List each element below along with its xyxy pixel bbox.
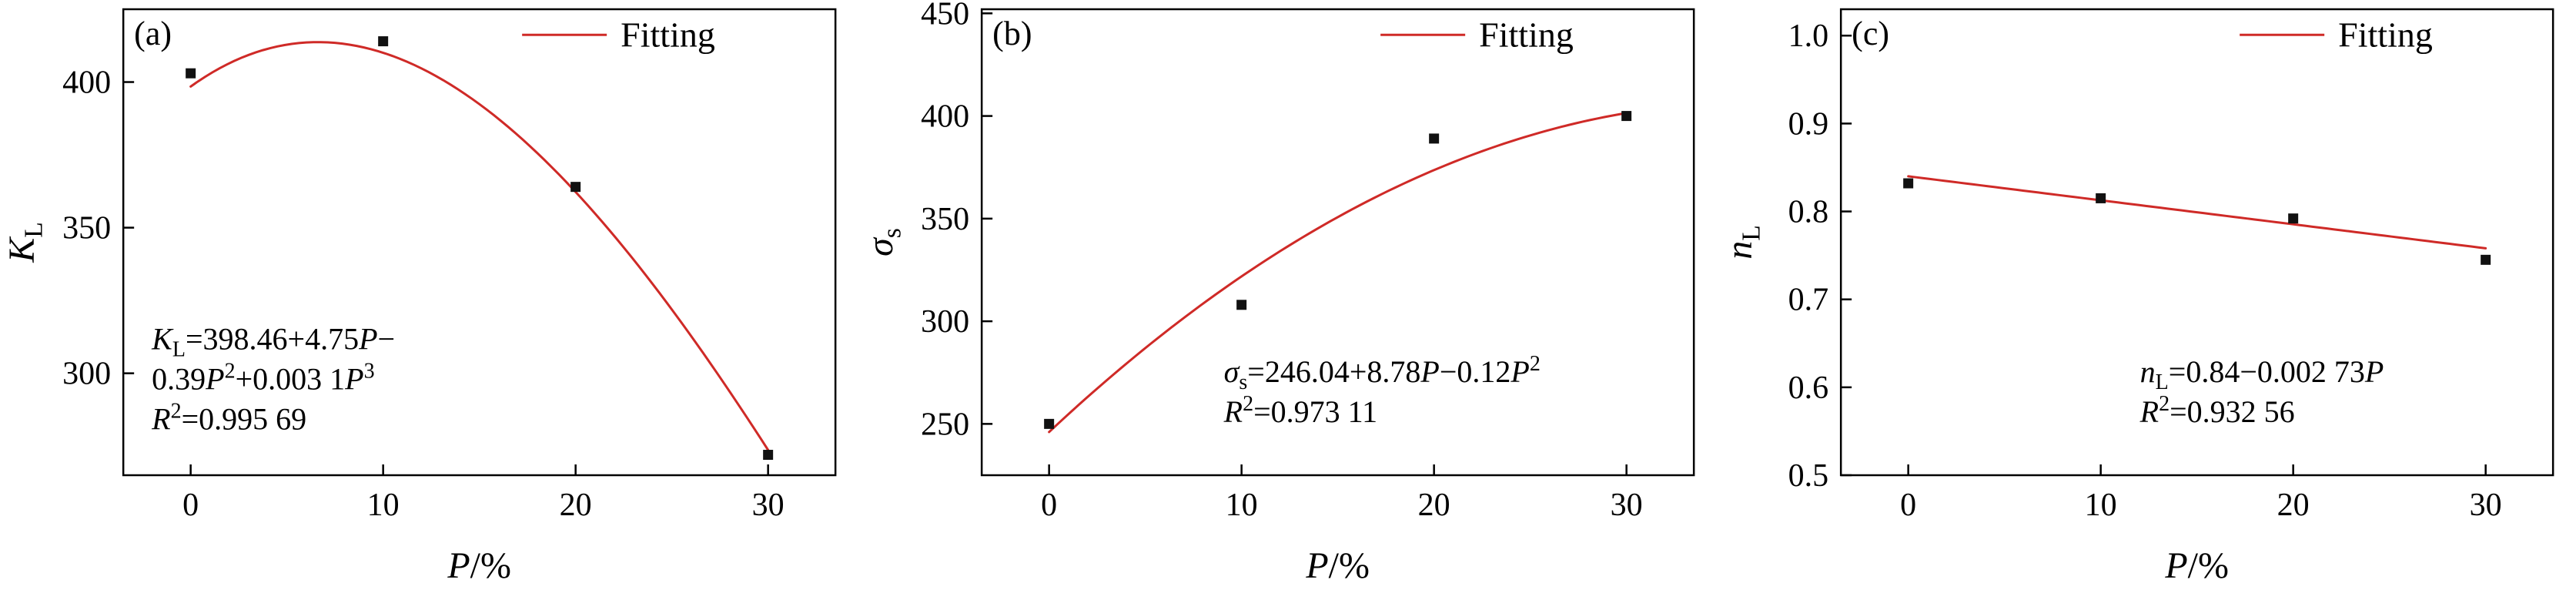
y-tick-label: 0.9 — [1788, 106, 1828, 142]
data-point-marker — [378, 36, 389, 47]
data-point-marker — [1044, 418, 1055, 429]
y-axis-label: nL — [1719, 225, 1766, 260]
y-tick-label: 0.5 — [1788, 458, 1828, 494]
chart-c-svg: 0 10 20 30 0.5 0.6 0.7 0.8 0.9 1.0 Fitting (c) nL=0.… — [1719, 8, 2554, 586]
legend-label: Fitting — [2338, 15, 2433, 54]
y-tick-label: 400 — [62, 65, 111, 101]
axes-frame — [981, 8, 1695, 477]
panel-label: (c) — [1852, 15, 1889, 52]
data-point-marker — [2095, 193, 2106, 203]
y-tick-label: 0.8 — [1788, 195, 1828, 230]
data-point-marker — [1429, 133, 1440, 144]
data-point-marker — [1621, 111, 1632, 122]
x-tick-label: 20 — [560, 488, 592, 523]
x-tick-label: 0 — [1900, 488, 1916, 523]
x-axis-label: P/% — [447, 545, 511, 586]
equation-annotation-line: nL=0.84−0.002 73P — [2139, 354, 2384, 394]
panel-label: (b) — [992, 15, 1032, 52]
data-point-marker — [763, 450, 774, 461]
chart-panel-c: 0 10 20 30 0.5 0.6 0.7 0.8 0.9 1.0 Fitting (c) nL=0.… — [1718, 0, 2576, 610]
fit-curve — [1048, 112, 1628, 434]
data-point-marker — [2480, 254, 2491, 265]
fit-curve — [189, 41, 770, 451]
x-tick-label: 30 — [752, 488, 785, 523]
x-axis-label: P/% — [1306, 545, 1370, 586]
x-tick-label: 0 — [182, 488, 199, 523]
equation-annotation-line: R2=0.995 69 — [151, 399, 306, 436]
data-point-marker — [570, 182, 581, 193]
y-tick-label: 350 — [62, 211, 111, 246]
x-axis-label: P/% — [2164, 545, 2229, 586]
x-tick-label: 20 — [1418, 488, 1450, 523]
chart-panel-b: 0 10 20 30 250 300 350 400 450 Fitting (b) σs=246.0… — [858, 0, 1717, 610]
axes-frame — [1839, 8, 2554, 477]
equation-annotation-line: σs=246.04+8.78P−0.12P2 — [1224, 352, 1541, 394]
y-tick-label: 0.6 — [1788, 370, 1828, 406]
y-tick-label: 350 — [921, 202, 969, 237]
y-tick-label: 450 — [921, 0, 969, 32]
y-axis-label: σs — [860, 228, 907, 256]
x-tick-label: 10 — [367, 488, 400, 523]
legend-label: Fitting — [621, 15, 715, 54]
data-point-marker — [2287, 213, 2298, 224]
data-point-marker — [1902, 178, 1913, 189]
panel-label: (a) — [134, 15, 172, 52]
fit-curve — [1906, 175, 2487, 250]
y-tick-label: 400 — [921, 99, 969, 135]
y-tick-label: 0.7 — [1788, 283, 1828, 318]
chart-panel-a: 0 10 20 30 300 350 400 Fitting (a) KL=398.46+4.75… — [0, 0, 858, 610]
x-tick-label: 0 — [1041, 488, 1057, 523]
y-tick-label: 300 — [62, 357, 111, 392]
y-tick-label: 1.0 — [1788, 18, 1828, 54]
x-tick-label: 10 — [1226, 488, 1258, 523]
axes-frame — [122, 8, 837, 477]
y-axis-label: KL — [2, 222, 49, 263]
equation-annotation-line: 0.39P2+0.003 1P3 — [152, 359, 374, 396]
chart-b-svg: 0 10 20 30 250 300 350 400 450 Fitting (b) σs=246.0… — [860, 0, 1695, 586]
y-tick-label: 300 — [921, 304, 969, 340]
x-tick-label: 30 — [1611, 488, 1643, 523]
equation-annotation-line: R2=0.932 56 — [2139, 392, 2294, 429]
x-tick-label: 20 — [2277, 488, 2309, 523]
equation-annotation-line: KL=398.46+4.75P− — [151, 322, 395, 362]
x-tick-label: 10 — [2084, 488, 2116, 523]
data-point-marker — [1236, 300, 1247, 310]
chart-a-svg: 0 10 20 30 300 350 400 Fitting (a) KL=398.46+4.75… — [2, 8, 837, 586]
x-tick-label: 30 — [2469, 488, 2501, 523]
equation-annotation-line: R2=0.973 11 — [1223, 392, 1378, 429]
data-point-marker — [186, 68, 196, 79]
y-tick-label: 250 — [921, 407, 969, 442]
legend-label: Fitting — [1479, 15, 1574, 54]
